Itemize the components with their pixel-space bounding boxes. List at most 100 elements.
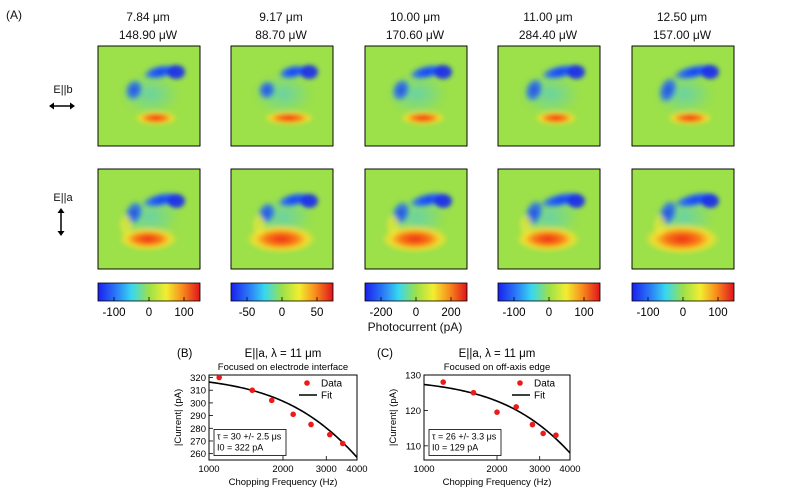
- photocurrent-map: [97, 168, 201, 270]
- colorbar-tick-label: -100: [502, 307, 525, 319]
- colorbar: -100 0 100: [631, 282, 735, 319]
- data-point: [553, 432, 559, 439]
- data-point: [540, 430, 546, 437]
- photocurrent-map: [631, 168, 735, 270]
- x-tick-label: 4000: [559, 464, 580, 475]
- row-label-ea: E||a: [53, 192, 73, 204]
- wavelength-label: 9.17 μm: [259, 10, 303, 24]
- data-point: [216, 374, 222, 381]
- y-axis-label: |Current| (pA): [388, 389, 399, 446]
- y-tick-label: 290: [190, 411, 206, 422]
- chart-b: (B) E||a, λ = 11 μm Focused on electrode i…: [173, 348, 368, 488]
- wavelength-label: 11.00 μm: [523, 10, 573, 24]
- colorbar-tick-label: 200: [441, 307, 460, 319]
- legend-fit-label: Fit: [321, 391, 332, 402]
- wavelength-label: 12.50 μm: [656, 10, 708, 24]
- power-label: 148.90 μW: [118, 28, 178, 42]
- colorbar-title: Photocurrent (pA): [367, 320, 463, 334]
- panel-label: (B): [177, 348, 193, 360]
- colorbar: -50 0 50: [230, 282, 334, 319]
- x-tick-label: 1000: [413, 464, 434, 475]
- y-tick-label: 300: [190, 398, 206, 409]
- wavelength-label: 7.84 μm: [126, 10, 170, 24]
- chart-title: E||a, λ = 11 μm: [245, 348, 322, 360]
- colorbar-tick-label: -50: [239, 307, 256, 319]
- data-point: [326, 431, 333, 438]
- colorbar: -100 0 100: [97, 282, 201, 319]
- colorbar-tick-label: 0: [546, 307, 552, 319]
- fit-line: [424, 383, 570, 454]
- photocurrent-map: [364, 45, 468, 147]
- photocurrent-map: [497, 168, 601, 270]
- data-point: [470, 389, 477, 396]
- colorbar-tick-label: 0: [680, 307, 686, 319]
- colorbar-tick-label: 0: [146, 307, 152, 319]
- y-tick-label: 310: [190, 386, 206, 397]
- y-axis-label: |Current| (pA): [173, 389, 184, 446]
- panel-label: (C): [377, 348, 393, 360]
- data-point: [249, 387, 256, 394]
- x-tick-label: 1000: [198, 464, 219, 475]
- y-tick-label: 260: [190, 449, 206, 460]
- colorbar: -100 0 100: [497, 282, 601, 319]
- chart-subtitle: Focused on off-axis edge: [444, 362, 551, 373]
- x-tick-label: 3000: [316, 464, 337, 475]
- colorbar-tick-label: 50: [311, 307, 324, 319]
- colorbar: -200 0 200: [364, 282, 468, 319]
- fit-parameters-box: [428, 429, 502, 456]
- colorbar-tick-label: 100: [174, 307, 193, 319]
- x-tick-label: 3000: [529, 464, 550, 475]
- data-point: [339, 440, 346, 447]
- photocurrent-map: [230, 45, 334, 147]
- power-label: 170.60 μW: [385, 28, 445, 42]
- x-axis-label: Chopping Frequency (Hz): [443, 477, 552, 488]
- legend-fit-label: Fit: [534, 391, 545, 402]
- fit-parameters-box: [213, 429, 287, 456]
- y-tick-label: 320: [190, 373, 206, 384]
- y-tick-label: 130: [405, 371, 421, 382]
- wavelength-label: 10.00 μm: [389, 10, 441, 24]
- data-point: [290, 411, 296, 418]
- colorbar-tick-label: 0: [279, 307, 285, 319]
- legend-data-marker: [517, 380, 523, 386]
- legend-data-marker: [304, 380, 310, 386]
- data-point: [513, 404, 520, 410]
- photocurrent-map: [631, 45, 735, 147]
- legend-data-label: Data: [534, 379, 556, 390]
- y-tick-label: 110: [406, 441, 421, 452]
- y-tick-label: 280: [190, 424, 206, 435]
- vertical-double-arrow-icon: [57, 208, 65, 236]
- colorbar-tick-label: 0: [413, 307, 419, 319]
- y-tick-label: 270: [190, 436, 206, 447]
- data-point: [268, 397, 275, 404]
- photocurrent-map: [97, 45, 201, 147]
- data-point: [529, 421, 536, 428]
- power-label: 88.70 μW: [255, 28, 307, 42]
- photocurrent-map: [364, 168, 468, 270]
- data-point: [308, 421, 314, 428]
- fit-i0-label: I0 = 322 pA: [217, 443, 263, 453]
- fit-tau-label: τ = 30 +/- 2.5 μs: [217, 432, 282, 442]
- horizontal-double-arrow-icon: [49, 102, 75, 110]
- colorbar-tick-label: -100: [102, 307, 125, 319]
- power-label: 284.40 μW: [518, 28, 578, 42]
- photocurrent-map: [497, 45, 601, 147]
- colorbar-tick-label: 100: [708, 307, 727, 319]
- power-label: 157.00 μW: [652, 28, 712, 42]
- legend-data-label: Data: [321, 379, 343, 390]
- x-tick-label: 4000: [346, 464, 367, 475]
- x-tick-label: 2000: [272, 464, 293, 475]
- photocurrent-maps: -100 0 100 -50 0 50 -200 0 200 -100 0 100 -100 0 100: [97, 45, 735, 319]
- colorbar-tick-label: -200: [369, 307, 392, 319]
- chart-subtitle: Focused on electrode interface: [218, 362, 348, 373]
- y-tick-label: 120: [405, 406, 421, 417]
- colorbar-tick-label: 100: [574, 307, 593, 319]
- fit-line: [209, 381, 357, 458]
- chart-title: E||a, λ = 11 μm: [459, 348, 536, 360]
- fit-i0-label: I0 = 129 pA: [432, 443, 478, 453]
- panel-a-label: (A): [6, 8, 22, 22]
- row-label-eb: E||b: [53, 84, 73, 96]
- data-point: [494, 409, 500, 415]
- chart-c: (C) E||a, λ = 11 μm Focused on off-axis ed…: [377, 348, 581, 488]
- data-point: [440, 379, 447, 385]
